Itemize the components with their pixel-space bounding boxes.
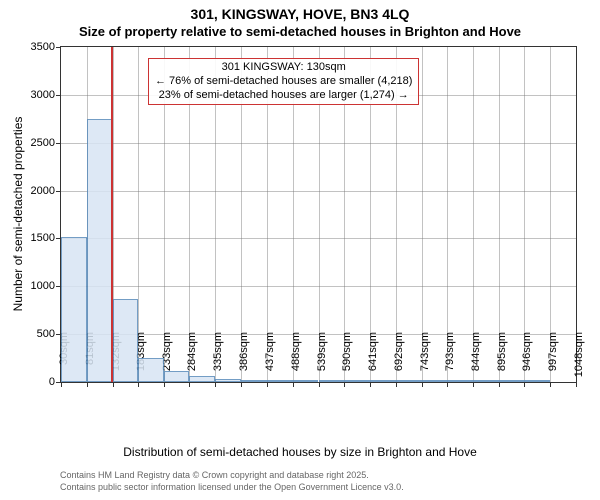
- attribution-text: Contains HM Land Registry data © Crown c…: [60, 470, 404, 493]
- y-axis-label: Number of semi-detached properties: [11, 116, 25, 311]
- histogram-bar: [473, 380, 499, 382]
- histogram-bar: [138, 358, 163, 382]
- histogram-bar: [189, 376, 215, 382]
- x-tick-label: 1048sqm: [573, 332, 585, 388]
- histogram-bar: [87, 119, 113, 382]
- histogram-bar: [267, 380, 293, 382]
- histogram-bar: [499, 380, 525, 382]
- histogram-bar: [215, 379, 241, 382]
- histogram-chart: 301, KINGSWAY, HOVE, BN3 4LQ Size of pro…: [0, 0, 600, 500]
- histogram-bar: [293, 380, 319, 382]
- annotation-box: 301 KINGSWAY: 130sqm← 76% of semi-detach…: [148, 58, 419, 105]
- histogram-bar: [422, 380, 447, 382]
- histogram-bar: [319, 380, 345, 382]
- marker-line: [111, 47, 113, 382]
- histogram-bar: [164, 371, 190, 382]
- histogram-bar: [447, 380, 473, 382]
- histogram-bar: [61, 237, 87, 382]
- histogram-bar: [370, 380, 396, 382]
- histogram-bar: [113, 299, 139, 382]
- histogram-bar: [524, 380, 550, 382]
- histogram-bar: [396, 380, 422, 382]
- chart-title: 301, KINGSWAY, HOVE, BN3 4LQ: [0, 6, 600, 22]
- histogram-bar: [344, 380, 370, 382]
- x-axis-label: Distribution of semi-detached houses by …: [0, 445, 600, 459]
- chart-subtitle: Size of property relative to semi-detach…: [0, 24, 600, 39]
- histogram-bar: [241, 380, 267, 382]
